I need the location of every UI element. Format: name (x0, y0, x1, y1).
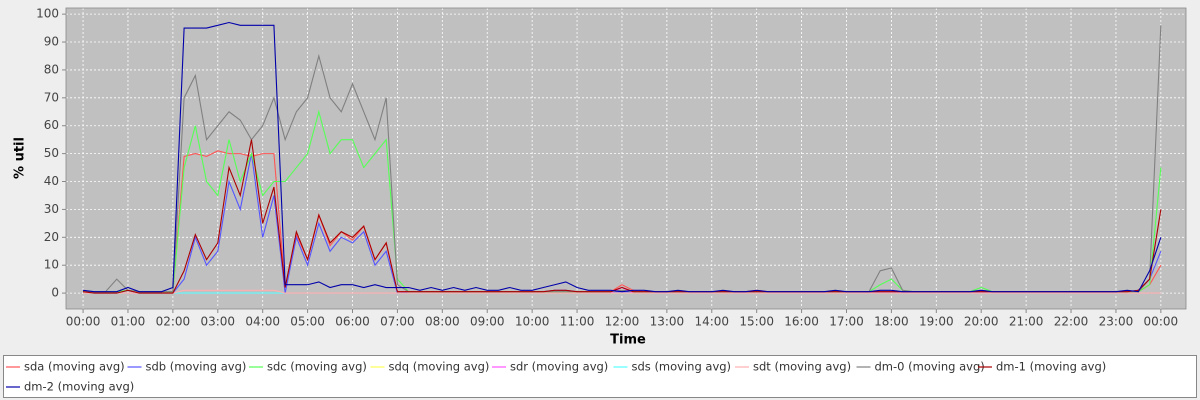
x-tick-label: 07:00 (380, 315, 415, 329)
legend-label: sda (moving avg) (24, 360, 125, 374)
legend-label: sdb (moving avg) (146, 360, 247, 374)
y-tick-label: 70 (44, 90, 59, 104)
x-tick-label: 15:00 (739, 315, 774, 329)
y-tick-label: 10 (44, 258, 59, 272)
y-tick-label: 100 (36, 7, 59, 21)
legend-label: dm-1 (moving avg) (996, 360, 1106, 374)
y-tick-label: 80 (44, 62, 59, 76)
x-tick-label: 01:00 (111, 315, 146, 329)
legend-label: sds (moving avg) (632, 360, 732, 374)
x-tick-label: 22:00 (1054, 315, 1089, 329)
x-tick-label: 17:00 (829, 315, 864, 329)
legend-label: sdc (moving avg) (267, 360, 367, 374)
x-tick-label: 08:00 (425, 315, 460, 329)
legend-label: dm-0 (moving avg) (875, 360, 985, 374)
x-tick-label: 00:00 (1144, 315, 1179, 329)
x-tick-label: 21:00 (1009, 315, 1044, 329)
x-tick-label: 20:00 (964, 315, 999, 329)
y-axis-title: % util (13, 137, 28, 179)
x-tick-label: 06:00 (335, 315, 370, 329)
y-tick-label: 40 (44, 174, 59, 188)
y-tick-label: 20 (44, 230, 59, 244)
x-tick-label: 11:00 (560, 315, 595, 329)
plot-border (65, 7, 1187, 310)
y-tick-label: 50 (44, 146, 59, 160)
x-tick-label: 03:00 (200, 315, 235, 329)
y-tick-label: 60 (44, 118, 59, 132)
x-tick-label: 05:00 (290, 315, 325, 329)
x-tick-label: 12:00 (605, 315, 640, 329)
x-tick-label: 00:00 (66, 315, 101, 329)
x-tick-label: 23:00 (1099, 315, 1134, 329)
x-tick-label: 13:00 (650, 315, 685, 329)
legend (3, 355, 1197, 398)
x-tick-label: 14:00 (694, 315, 729, 329)
legend-label: sdr (moving avg) (510, 360, 608, 374)
x-tick-label: 10:00 (515, 315, 550, 329)
y-tick-label: 30 (44, 202, 59, 216)
x-tick-label: 18:00 (874, 315, 909, 329)
legend-label: dm-2 (moving avg) (24, 380, 134, 394)
legend-label: sdq (moving avg) (389, 360, 490, 374)
y-tick-label: 90 (44, 35, 59, 49)
series-line (83, 289, 1161, 294)
y-tick-label: 0 (51, 286, 59, 300)
legend-label: sdt (moving avg) (753, 360, 851, 374)
x-tick-label: 16:00 (784, 315, 819, 329)
x-tick-label: 04:00 (245, 315, 280, 329)
series-line (82, 21, 1162, 293)
series-line (82, 139, 1162, 294)
x-tick-label: 02:00 (156, 315, 191, 329)
x-tick-label: 19:00 (919, 315, 954, 329)
x-axis-title: Time (610, 333, 646, 348)
x-tick-label: 09:00 (470, 315, 505, 329)
